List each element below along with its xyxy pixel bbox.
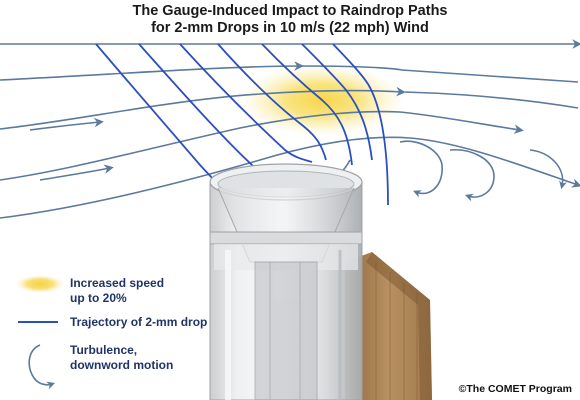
rain-gauge — [209, 163, 363, 400]
diagram-title: The Gauge-Induced Impact to Raindrop Pat… — [0, 3, 580, 37]
title-line-1: The Gauge-Induced Impact to Raindrop Pat… — [132, 3, 448, 19]
legend-turbulence-label: Turbulence, downword motion — [70, 343, 174, 372]
legend-trajectory-label: Trajectory of 2-mm drop — [70, 315, 208, 329]
speed-zone-icon — [16, 275, 64, 293]
turbulence-arrow-icon — [28, 344, 56, 390]
legend-speed-label: Increased speed up to 20% — [70, 276, 165, 305]
copyright-notice: ©The COMET Program — [458, 383, 572, 395]
title-line-2: for 2-mm Drops in 10 m/s (22 mph) Wind — [151, 20, 429, 36]
wind-streamlines — [0, 39, 580, 219]
